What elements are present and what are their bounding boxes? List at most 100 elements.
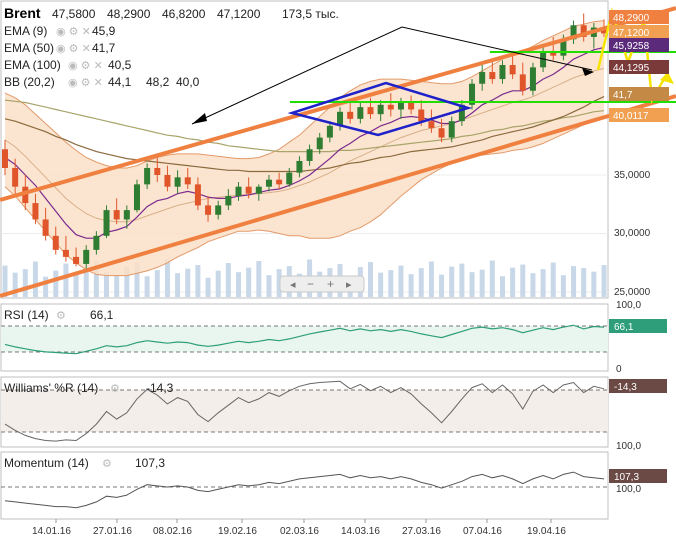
volume-bar	[124, 266, 130, 297]
candle-body	[306, 149, 313, 161]
candle-body	[529, 67, 536, 91]
channel-drawing[interactable]	[0, 6, 676, 298]
candle-body	[397, 102, 404, 110]
rsi-tick: 100,0	[616, 300, 641, 311]
price-tag-text: 41,7	[613, 90, 633, 101]
date-label: 08.02.16	[153, 526, 192, 537]
momentum-label: Momentum (14)	[4, 456, 89, 470]
indicator-label: EMA (9)	[4, 24, 47, 38]
price-panel: ◂ − + ▸ Brent 47,5800 48,2900 46,8200 47…	[0, 0, 676, 299]
candle-body	[164, 175, 171, 187]
volume-bar	[195, 265, 201, 297]
candle-body	[580, 25, 587, 37]
volume-bar	[43, 276, 49, 297]
volume-bar	[581, 268, 587, 297]
momentum-value: 107,3	[135, 456, 165, 470]
visibility-icon[interactable]: ◉ ⚙ ✕	[56, 43, 91, 55]
candle-body	[205, 205, 212, 215]
volume-bar	[2, 265, 8, 297]
candle-body	[560, 39, 567, 56]
volume-bar	[236, 272, 242, 297]
diamond-pattern[interactable]	[287, 81, 473, 137]
date-label: 14.03.16	[341, 526, 380, 537]
indicator-label: EMA (100)	[4, 58, 61, 72]
rsi-panel: RSI (14) ⚙ 66,1 100,0 0 66,1	[0, 300, 667, 375]
williams-label: Williams' %R (14)	[4, 381, 98, 395]
nav-next-button[interactable]: ▸	[346, 279, 352, 291]
candle-body	[93, 235, 100, 250]
volume-bar	[114, 274, 120, 297]
candle-body	[154, 167, 161, 175]
candle-body	[570, 25, 577, 40]
indicator-value: 40,5	[108, 58, 132, 72]
ema100-line	[4, 99, 605, 153]
candle-body	[499, 65, 506, 80]
volume-bar	[560, 275, 566, 297]
nav-minus-button[interactable]: −	[307, 277, 314, 291]
volume-bar	[256, 261, 262, 297]
price-tick: 25,0000	[614, 287, 651, 298]
visibility-icon[interactable]: ◉ ⚙ ✕	[56, 26, 91, 38]
volume-bar	[479, 269, 485, 297]
settings-icon[interactable]: ⚙	[56, 310, 66, 322]
volume-bar	[276, 269, 282, 297]
candle-body	[52, 235, 59, 250]
candle-body	[479, 72, 486, 84]
date-label: 27.03.16	[402, 526, 441, 537]
bollinger-lower-line	[4, 116, 605, 277]
visibility-icon[interactable]: ◉ ⚙ ✕	[68, 77, 103, 89]
volume-bar	[104, 271, 110, 297]
price-tag	[609, 38, 669, 52]
candle-body	[245, 186, 252, 194]
volume-bar	[134, 262, 140, 297]
rsi-value: 66,1	[90, 308, 114, 322]
volume-bar	[439, 274, 445, 297]
candle-body	[42, 219, 49, 236]
visibility-icon[interactable]: ◉ ⚙ ✕	[68, 60, 103, 72]
symbol-name: Brent	[4, 5, 41, 21]
price-tag-text: 45,9258	[613, 41, 650, 52]
candle-body	[62, 249, 69, 257]
settings-icon[interactable]: ⚙	[102, 458, 112, 470]
candle-body	[215, 205, 222, 215]
candle-body	[73, 256, 80, 264]
volume-bar	[225, 263, 231, 297]
volume-bar	[591, 271, 597, 297]
candle-body	[255, 186, 262, 194]
black-trend-arrows[interactable]	[191, 26, 594, 125]
channel-lower-line[interactable]	[0, 94, 676, 298]
williams-value-tag	[609, 379, 667, 393]
rsi-line	[4, 324, 605, 355]
volume-bar	[367, 262, 373, 297]
settings-icon[interactable]: ⚙	[110, 383, 120, 395]
momentum-value-tag	[609, 469, 667, 483]
candle-body	[458, 104, 465, 122]
rsi-value-tag	[609, 319, 667, 333]
scroll-navigator[interactable]: ◂ − + ▸	[279, 275, 365, 293]
volume-bar	[459, 263, 465, 297]
arrow-right-head	[582, 68, 594, 76]
yellow-arrow-head	[660, 72, 674, 84]
volume-bar	[32, 261, 38, 297]
indicator-value: 40,0	[176, 75, 200, 89]
nav-prev-button[interactable]: ◂	[290, 279, 296, 291]
indicator-value: 45,9	[92, 24, 116, 38]
momentum-tag-text: 107,3	[614, 472, 639, 483]
indicator-label: BB (20,2)	[4, 75, 55, 89]
volume-value: 173,5 тыс.	[282, 7, 339, 21]
candle-body	[286, 172, 293, 185]
candle-body	[347, 111, 354, 119]
candle-body	[296, 160, 303, 173]
date-label: 14.01.16	[32, 526, 71, 537]
volume-bar	[73, 274, 79, 297]
volume-bar	[185, 268, 191, 297]
arrow-left-head	[192, 113, 207, 124]
channel-upper-line[interactable]	[0, 6, 676, 202]
candle-body	[235, 186, 242, 197]
close-value: 47,1200	[217, 7, 261, 21]
candle-body	[12, 167, 19, 187]
nav-plus-button[interactable]: +	[327, 277, 334, 291]
